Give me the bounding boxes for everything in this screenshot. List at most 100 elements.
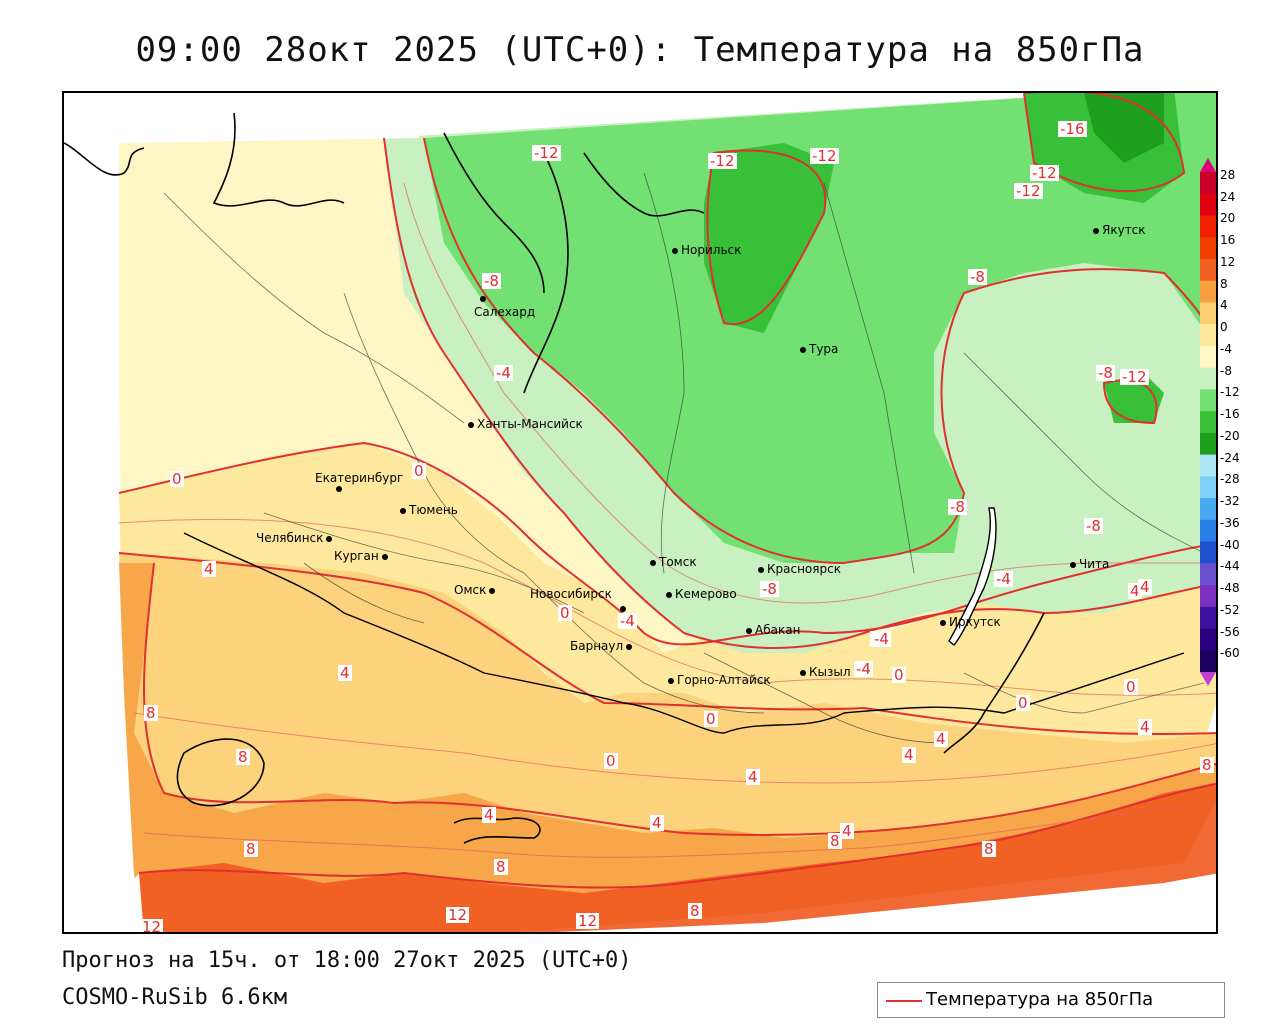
scale-cell <box>1200 432 1216 456</box>
city-dot <box>668 677 674 684</box>
scale-cell <box>1200 606 1216 630</box>
city-chita[interactable]: Чита <box>1070 557 1109 571</box>
scale-cell <box>1200 498 1216 521</box>
city-gorno-altaysk[interactable]: Горно-Алтайск <box>668 673 771 687</box>
scale-tick-label: -40 <box>1220 537 1240 552</box>
city-yakutsk[interactable]: Якутск <box>1093 223 1146 237</box>
city-krasnoyarsk[interactable]: Красноярск <box>758 562 841 576</box>
city-tyumen[interactable]: Тюмень <box>400 503 458 517</box>
city-dot <box>1070 561 1076 568</box>
field-t-neg16c <box>1104 373 1164 423</box>
city-dot <box>666 591 672 598</box>
city-dot <box>468 421 474 428</box>
field-t-12 <box>139 783 1216 932</box>
scale-tick-label: -20 <box>1220 428 1240 443</box>
model-info: COSMO-RuSib 6.6км <box>62 985 288 1010</box>
contour-label: 8 <box>982 840 996 858</box>
contour-label: 4 <box>650 814 664 832</box>
thin-contours <box>118 182 1216 858</box>
scale-tick-label: -28 <box>1220 472 1240 487</box>
city-label: Ханты-Мансийск <box>477 417 583 431</box>
scale-cell <box>1200 172 1216 195</box>
city-dot <box>940 619 946 626</box>
scale-tick-label: 20 <box>1220 211 1236 226</box>
city-khanty-mansiysk[interactable]: Ханты-Мансийск <box>468 417 583 431</box>
scale-cell <box>1200 650 1216 673</box>
city-label: Кызыл <box>809 665 851 679</box>
legend-box: Температура на 850гПа <box>877 982 1225 1018</box>
city-abakan[interactable]: Абакан <box>746 623 800 637</box>
contour-label: -8 <box>482 272 501 290</box>
city-label: Кемерово <box>675 587 737 601</box>
map-title: 09:00 28окт 2025 (UTC+0): Температура на… <box>135 30 1145 70</box>
city-kyzyl[interactable]: Кызыл <box>800 665 851 679</box>
contour-label: -8 <box>1084 517 1103 535</box>
legend-label: Температура на 850гПа <box>926 989 1154 1010</box>
contour-label: -12 <box>1120 368 1149 386</box>
city-omsk[interactable]: Омск <box>454 583 498 597</box>
contour-label: 4 <box>934 730 948 748</box>
city-novosibirsk[interactable]: Новосибирск <box>530 587 612 601</box>
city-tomsk[interactable]: Томск <box>650 555 697 569</box>
city-dot <box>381 553 388 560</box>
scale-cell <box>1200 345 1216 369</box>
contour-label: -4 <box>854 660 873 678</box>
city-salekhard-label: Салехард <box>474 305 535 319</box>
city-dot <box>400 507 406 514</box>
city-kemerovo[interactable]: Кемерово <box>666 587 737 601</box>
contour-label: 4 <box>1138 718 1152 736</box>
city-irkutsk[interactable]: Иркутск <box>940 615 1001 629</box>
scale-cell <box>1200 302 1216 325</box>
city-barnaul[interactable]: Барнаул <box>570 639 635 653</box>
domain-outside-left <box>64 133 119 932</box>
city-chelyabinsk[interactable]: Челябинск <box>256 531 335 545</box>
city-dot <box>620 605 626 612</box>
temperature-map[interactable]: Норильск Салехард Тура Якутск Ханты-Манс… <box>62 91 1218 934</box>
scale-cell <box>1200 215 1216 238</box>
city-label: Омск <box>454 583 487 597</box>
city-tura[interactable]: Тура <box>800 342 838 356</box>
map-field <box>64 93 1216 932</box>
scale-tick-label: 12 <box>1220 254 1236 269</box>
scale-tick-label: -44 <box>1220 559 1240 574</box>
city-label: Салехард <box>474 305 536 319</box>
city-yekaterinburg[interactable]: Екатеринбург <box>315 471 433 495</box>
scale-cell <box>1200 324 1216 347</box>
arctic-coast <box>64 93 424 143</box>
scale-bottom-arrow <box>1200 672 1216 686</box>
city-dot <box>626 643 633 650</box>
scale-tick-label: -32 <box>1220 494 1240 509</box>
city-label: Абакан <box>755 623 801 637</box>
contour-label: -4 <box>494 364 513 382</box>
city-norilsk[interactable]: Норильск <box>672 243 741 257</box>
scale-cell <box>1200 585 1216 608</box>
city-salekhard[interactable] <box>480 291 489 305</box>
contour-label: -16 <box>1058 120 1087 138</box>
city-dot <box>800 669 806 676</box>
contour-label: 4 <box>202 560 216 578</box>
contour-label: -4 <box>994 570 1013 588</box>
city-label: Тюмень <box>409 503 458 517</box>
scale-tick-label: 24 <box>1220 189 1236 204</box>
city-dot <box>326 535 333 542</box>
contour-label: -8 <box>948 498 967 516</box>
scale-cell <box>1200 389 1216 412</box>
contour-label: -12 <box>1014 182 1043 200</box>
city-kurgan[interactable]: Курган <box>334 549 391 563</box>
scale-tick-label: -56 <box>1220 624 1240 639</box>
city-label: Курган <box>334 549 379 563</box>
city-dot <box>672 247 678 254</box>
scale-cell <box>1200 258 1216 282</box>
contour-label: -12 <box>810 147 839 165</box>
city-label: Тура <box>809 342 839 356</box>
city-label: Челябинск <box>256 531 324 545</box>
coastline <box>64 112 1045 844</box>
contour-label: 4 <box>746 768 760 786</box>
scale-tick-label: -60 <box>1220 646 1240 661</box>
scale-tick-label: -16 <box>1220 407 1240 422</box>
city-label: Новосибирск <box>530 587 612 601</box>
scale-cell <box>1200 628 1216 651</box>
scale-cell <box>1200 193 1216 216</box>
contour-label: 0 <box>892 666 906 684</box>
scale-cell <box>1200 367 1216 390</box>
